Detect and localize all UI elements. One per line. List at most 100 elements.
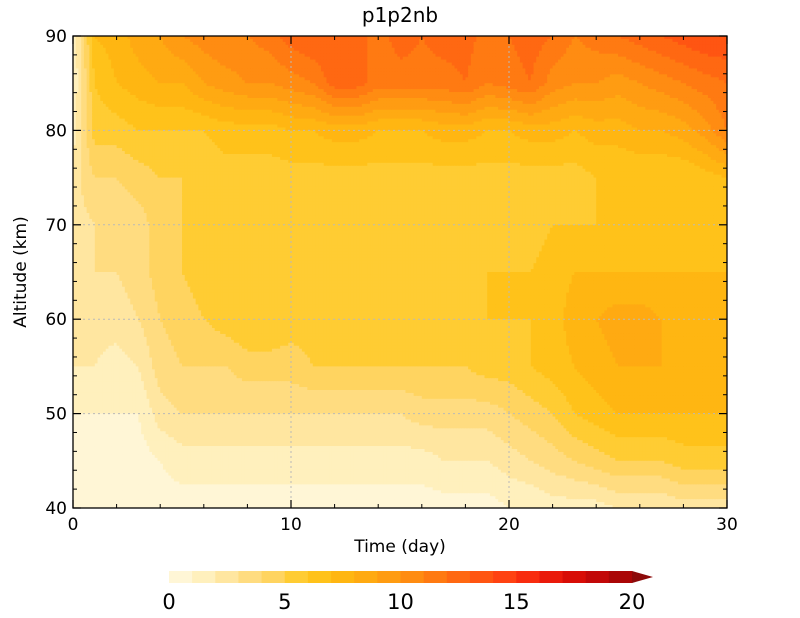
heatmap-cell	[102, 59, 107, 64]
heatmap-cell	[429, 62, 434, 67]
heatmap-cell	[342, 62, 347, 67]
heatmap-cell	[699, 50, 704, 55]
heatmap-cell	[522, 59, 526, 64]
heatmap-cell	[653, 56, 657, 61]
heatmap-cell	[609, 56, 614, 61]
heatmap-cell	[111, 41, 115, 46]
heatmap-cell	[680, 44, 685, 49]
heatmap-cell	[538, 53, 543, 58]
heatmap-cell	[446, 47, 450, 52]
heatmap-cell	[705, 36, 709, 40]
heatmap-cell	[438, 36, 442, 40]
heatmap-cell	[653, 62, 657, 67]
heatmap-cell	[310, 38, 314, 43]
heatmap-cell	[688, 62, 693, 67]
heatmap-cell	[168, 36, 172, 40]
heatmap-cell	[127, 44, 131, 49]
heatmap-cell	[225, 36, 229, 40]
heatmap-cell	[710, 50, 714, 55]
heatmap-cell	[424, 41, 428, 46]
heatmap-cell	[522, 38, 526, 43]
heatmap-cell	[102, 41, 107, 46]
heatmap-cell	[250, 56, 254, 61]
heatmap-cell	[637, 50, 641, 55]
heatmap-cell	[626, 56, 630, 61]
heatmap-cell	[713, 62, 717, 67]
heatmap-cell	[667, 47, 671, 52]
heatmap-cell	[318, 65, 322, 70]
heatmap-cell	[143, 59, 148, 64]
heatmap-cell	[609, 38, 614, 43]
heatmap-cell	[585, 59, 589, 64]
heatmap-cell	[492, 59, 496, 64]
heatmap-cell	[484, 59, 488, 64]
heatmap-cell	[184, 53, 189, 58]
heatmap-cell	[86, 53, 90, 58]
heatmap-cell	[631, 44, 635, 49]
heatmap-cell	[609, 47, 614, 52]
heatmap-cell	[506, 53, 510, 58]
heatmap-cell	[533, 53, 537, 58]
heatmap-cell	[233, 65, 238, 70]
heatmap-cell	[596, 44, 600, 49]
heatmap-cell	[383, 62, 387, 67]
heatmap-cell	[312, 44, 317, 49]
heatmap-cell	[479, 41, 483, 46]
heatmap-cell	[568, 53, 573, 58]
heatmap-cell	[135, 41, 140, 46]
heatmap-cell	[356, 38, 360, 43]
heatmap-cell	[160, 47, 164, 52]
heatmap-cell	[100, 36, 104, 40]
heatmap-cell	[75, 62, 80, 67]
heatmap-cell	[206, 65, 210, 70]
heatmap-cell	[489, 41, 494, 46]
heatmap-cell	[487, 53, 491, 58]
heatmap-cell	[285, 38, 289, 43]
heatmap-cell	[421, 56, 426, 61]
heatmap-cell	[198, 50, 202, 55]
heatmap-cell	[677, 41, 682, 46]
heatmap-cell	[176, 47, 180, 52]
heatmap-cell	[141, 50, 145, 55]
heatmap-cell	[618, 53, 622, 58]
heatmap-cell	[528, 44, 532, 49]
heatmap-cell	[680, 50, 685, 55]
heatmap-cell	[424, 44, 428, 49]
heatmap-cell	[214, 50, 219, 55]
heatmap-cell	[119, 59, 123, 64]
heatmap-cell	[563, 47, 567, 52]
heatmap-cell	[566, 47, 570, 52]
heatmap-cell	[304, 53, 308, 58]
heatmap-cell	[675, 44, 679, 49]
heatmap-cell	[680, 38, 685, 43]
heatmap-cell	[301, 44, 306, 49]
heatmap-cell	[664, 38, 668, 43]
heatmap-cell	[552, 53, 556, 58]
heatmap-cell	[135, 50, 140, 55]
heatmap-cell	[345, 41, 349, 46]
heatmap-cell	[579, 50, 584, 55]
heatmap-cell	[536, 50, 540, 55]
heatmap-cell	[127, 62, 131, 67]
heatmap-cell	[173, 65, 178, 70]
heatmap-cell	[634, 50, 638, 55]
heatmap-cell	[500, 36, 505, 40]
heatmap-cell	[201, 50, 205, 55]
heatmap-cell	[81, 47, 85, 52]
chart-title: p1p2nb	[362, 3, 438, 27]
heatmap-cell	[429, 47, 434, 52]
heatmap-cell	[394, 36, 398, 40]
heatmap-cell	[707, 50, 712, 55]
heatmap-cell	[263, 50, 268, 55]
heatmap-cell	[574, 56, 578, 61]
heatmap-cell	[274, 56, 278, 61]
heatmap-cell	[582, 38, 586, 43]
heatmap-cell	[623, 44, 627, 49]
heatmap-cell	[81, 62, 85, 67]
heatmap-cell	[291, 44, 295, 49]
heatmap-cell	[182, 38, 186, 43]
heatmap-cell	[75, 47, 80, 52]
heatmap-cell	[83, 53, 88, 58]
heatmap-cell	[380, 38, 385, 43]
heatmap-cell	[533, 59, 537, 64]
